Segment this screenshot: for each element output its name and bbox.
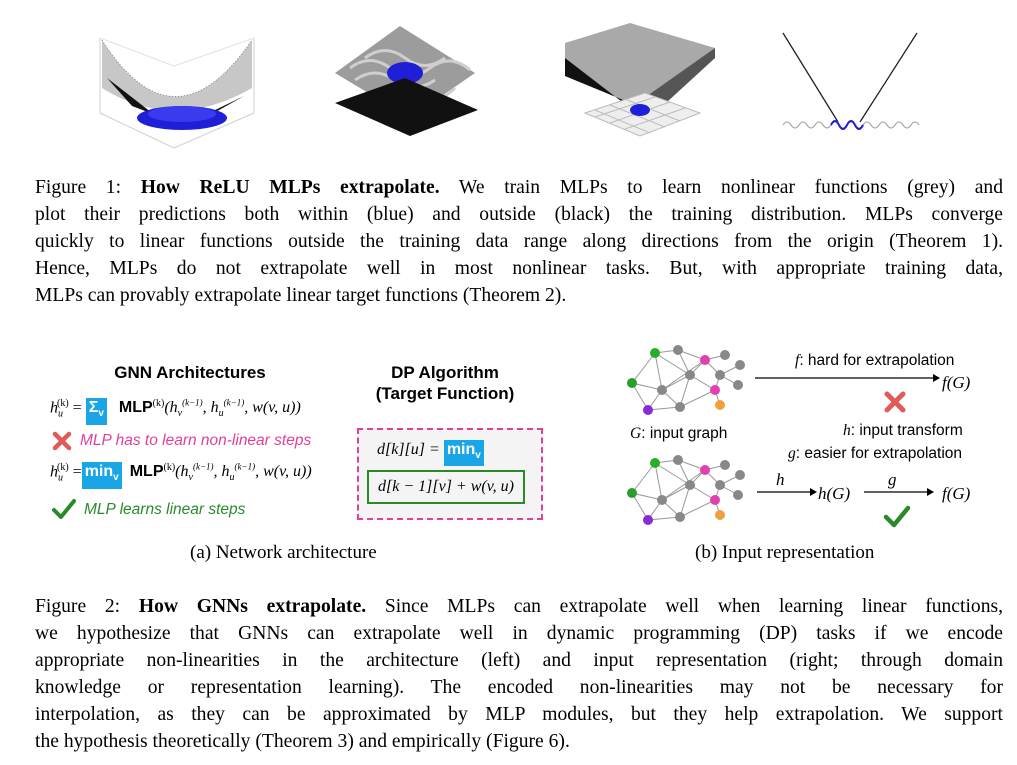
subcaption-a: (a) Network architecture [190, 542, 377, 563]
figure1-plot-4 [782, 32, 920, 130]
equation-sum: hu(k) = Σv MLP(k)(hv(k−1), hu(k−1), w(v,… [50, 398, 301, 425]
green-check-b-icon [883, 505, 911, 528]
f-description: f: hard for extrapolation [795, 352, 955, 369]
dp-min-highlight: minv [443, 440, 484, 467]
input-graph-1 [627, 345, 745, 415]
h-of-G: h(G) [818, 484, 851, 503]
f-of-G-bottom: f(G) [942, 484, 971, 503]
figure1-plot-2 [335, 26, 478, 136]
f-arrow [755, 374, 940, 382]
dp-rhs: d[k − 1][v] + w(v, u) [367, 470, 525, 504]
red-cross-b-icon [884, 391, 906, 413]
input-graph-2 [627, 455, 745, 525]
figure1-caption-line5: MLPs can provably extrapolate linear tar… [35, 285, 567, 306]
dp-title-line1: DP Algorithm [391, 363, 499, 382]
dp-title-line2: (Target Function) [375, 384, 515, 403]
g-description: g: easier for extrapolation [788, 445, 963, 462]
good-step-text: MLP learns linear steps [84, 501, 246, 518]
figure1-caption-line3: quickly to linear functions outside the … [35, 231, 1003, 252]
arrow-h-label: h [776, 470, 785, 489]
figure1-caption-line2: plot their predictions both within (blue… [35, 204, 1003, 225]
figure1-caption-text: We train MLPs to learn nonlinear functio… [458, 177, 1004, 198]
dp-algorithm-title: DP Algorithm (Target Function) [355, 362, 535, 404]
h-description: h: input transform [843, 422, 963, 439]
figure2-caption-line1: Figure 2: How GNNs extrapolate. Since ML… [35, 593, 1003, 620]
equation-min: hu(k) = minv MLP(k)(hv(k−1), hu(k−1), w(v… [50, 462, 312, 489]
figure2-caption-line2: we hypothesize that GNNs can extrapolate… [35, 623, 1003, 644]
bad-step-text: MLP has to learn non-linear steps [80, 432, 312, 449]
figure2-label: Figure 2: [35, 596, 121, 617]
figure2-caption-line4: knowledge or representation learning). T… [35, 677, 1003, 698]
figure2-caption-line3: appropriate non-linearities in the archi… [35, 650, 1003, 671]
min-highlight: minv [81, 462, 122, 489]
mlp-label-1: MLP [118, 399, 153, 417]
arrow-g-label: g [888, 470, 897, 489]
figure2-caption-line5: interpolation, as they can be approximat… [35, 704, 1003, 725]
gnn-architectures-title: GNN Architectures [114, 363, 266, 382]
figure2-title: How GNNs extrapolate. [138, 596, 367, 617]
figure2-caption: Figure 2: How GNNs extrapolate. Since ML… [35, 593, 1003, 755]
subcaption-b: (b) Input representation [695, 542, 875, 563]
h-arrow [757, 488, 817, 496]
figure2-caption-text: Since MLPs can extrapolate well when lea… [384, 596, 1004, 617]
mlp-label-2: MLP [129, 463, 164, 481]
figure1-caption: Figure 1: How ReLU MLPs extrapolate. We … [35, 174, 1003, 309]
figure1-plot-1 [99, 37, 255, 149]
figure1-plot-3 [565, 23, 715, 137]
G-description: G: input graph [630, 425, 728, 442]
figure2-caption-line6: the hypothesis theoretically (Theorem 3)… [35, 731, 570, 752]
figure1-caption-line1: Figure 1: How ReLU MLPs extrapolate. We … [35, 174, 1003, 201]
f-of-G-top: f(G) [942, 373, 971, 392]
figure1-label: Figure 1: [35, 177, 122, 198]
figure1-title: How ReLU MLPs extrapolate. [140, 177, 440, 198]
green-check-icon [52, 499, 76, 519]
figure1-caption-line4: Hence, MLPs do not extrapolate well in m… [35, 258, 1003, 279]
dp-lhs: d[k][u] = minv [377, 440, 484, 467]
g-arrow [864, 488, 934, 496]
sum-highlight: Σv [85, 398, 107, 425]
red-cross-icon [52, 431, 72, 451]
